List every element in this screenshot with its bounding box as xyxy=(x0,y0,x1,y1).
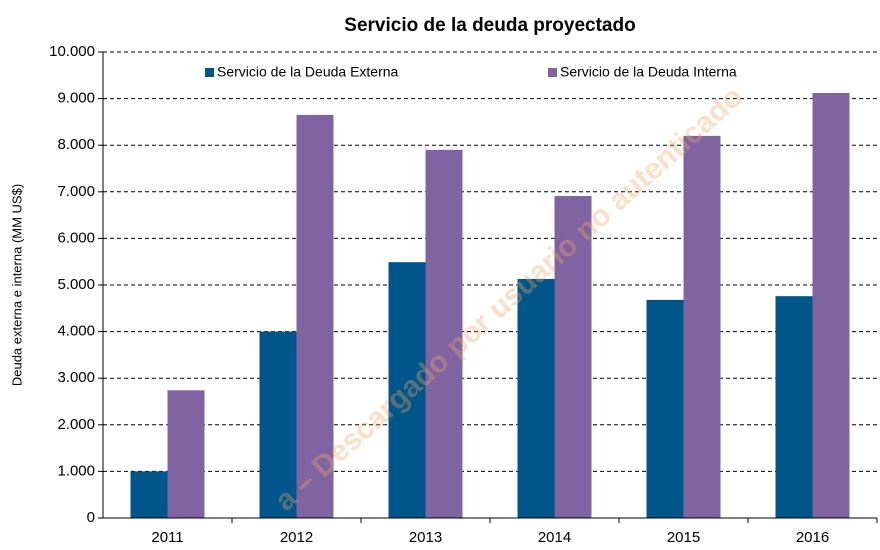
bar xyxy=(130,471,168,518)
y-tick-label: 3.000 xyxy=(57,369,95,386)
bar xyxy=(167,390,205,518)
legend-label: Servicio de la Deuda Externa xyxy=(217,64,399,80)
legend-label: Servicio de la Deuda Interna xyxy=(560,64,737,80)
y-tick-label: 10.000 xyxy=(49,43,95,60)
bar xyxy=(259,331,297,518)
x-tick-label: 2014 xyxy=(538,529,571,546)
bar xyxy=(388,262,426,518)
y-axis-label: Deuda externa e interna (MM US$) xyxy=(9,184,24,386)
y-tick-label: 9.000 xyxy=(57,90,95,107)
x-tick-label: 2013 xyxy=(409,529,442,546)
bar xyxy=(683,135,721,518)
bar xyxy=(296,114,334,518)
legend-swatch xyxy=(548,68,557,77)
y-tick-label: 4.000 xyxy=(57,323,95,340)
bar xyxy=(812,93,850,519)
legend-swatch xyxy=(205,68,214,77)
bar xyxy=(517,278,555,518)
x-tick-label: 2015 xyxy=(667,529,700,546)
bar xyxy=(554,195,592,518)
y-tick-label: 7.000 xyxy=(57,183,95,200)
bar xyxy=(425,149,463,519)
chart-title: Servicio de la deuda proyectado xyxy=(344,15,635,36)
x-tick-label: 2016 xyxy=(796,529,829,546)
x-tick-label: 2012 xyxy=(280,529,313,546)
bar xyxy=(646,299,684,518)
y-tick-label: 1.000 xyxy=(57,462,95,479)
y-tick-label: 5.000 xyxy=(57,276,95,293)
y-tick-label: 6.000 xyxy=(57,229,95,246)
bar xyxy=(775,296,813,518)
y-tick-label: 2.000 xyxy=(57,416,95,433)
y-tick-label: 0 xyxy=(87,509,95,526)
x-tick-label: 2011 xyxy=(151,529,183,546)
y-tick-label: 8.000 xyxy=(57,136,95,153)
